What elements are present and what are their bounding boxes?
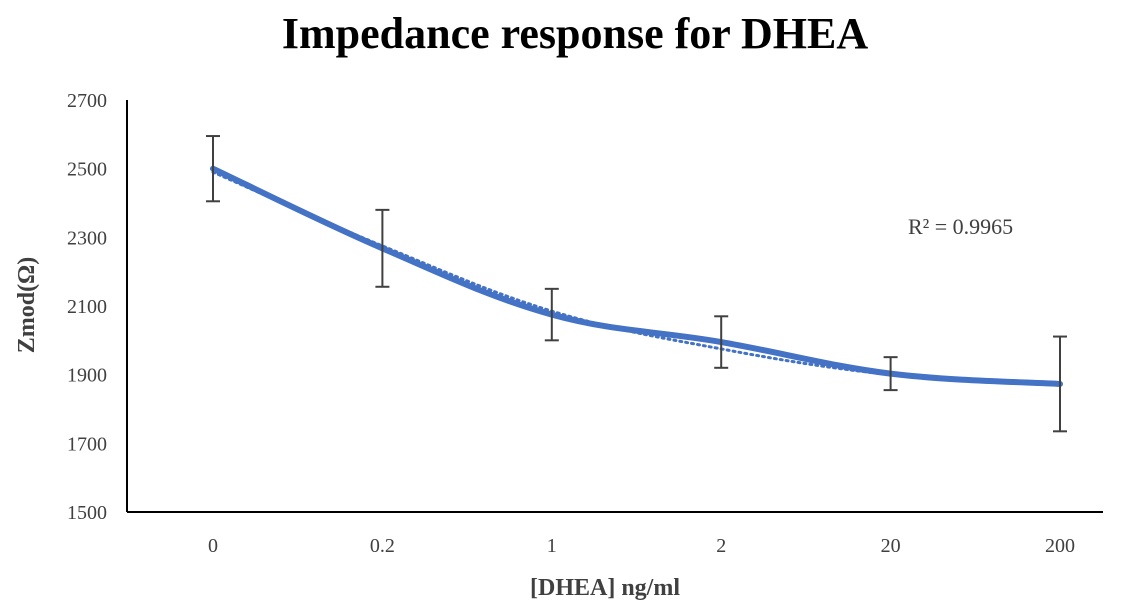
y-tick-label: 2100 [67, 296, 107, 318]
axes [127, 100, 1103, 512]
x-tick-label: 1 [547, 535, 557, 557]
y-tick-labels: 1500 1700 1900 2100 2300 2500 2700 [67, 90, 107, 524]
chart-title: Impedance response for DHEA [282, 9, 868, 58]
trendline-layer [213, 172, 1060, 385]
trendline [213, 172, 1060, 385]
y-tick-label: 1900 [67, 365, 107, 387]
series-line [213, 169, 1060, 384]
trendline-r2-label: R² = 0.9965 [908, 214, 1013, 239]
x-tick-label: 20 [881, 535, 901, 557]
y-tick-label: 2500 [67, 159, 107, 181]
y-tick-label: 1700 [67, 433, 107, 455]
series-layer [213, 169, 1060, 384]
x-tick-label: 0 [208, 535, 218, 557]
y-tick-label: 2300 [67, 227, 107, 249]
error-bars-layer [206, 136, 1067, 431]
y-tick-label: 1500 [67, 502, 107, 524]
x-tick-label: 200 [1045, 535, 1075, 557]
y-tick-label: 2700 [67, 90, 107, 112]
y-axis-label: Zmod(Ω) [14, 257, 40, 354]
x-axis-label: [DHEA] ng/ml [530, 575, 680, 601]
x-tick-labels: 0 0.2 1 2 20 200 [208, 535, 1075, 557]
x-tick-label: 0.2 [370, 535, 395, 557]
x-tick-label: 2 [716, 535, 726, 557]
